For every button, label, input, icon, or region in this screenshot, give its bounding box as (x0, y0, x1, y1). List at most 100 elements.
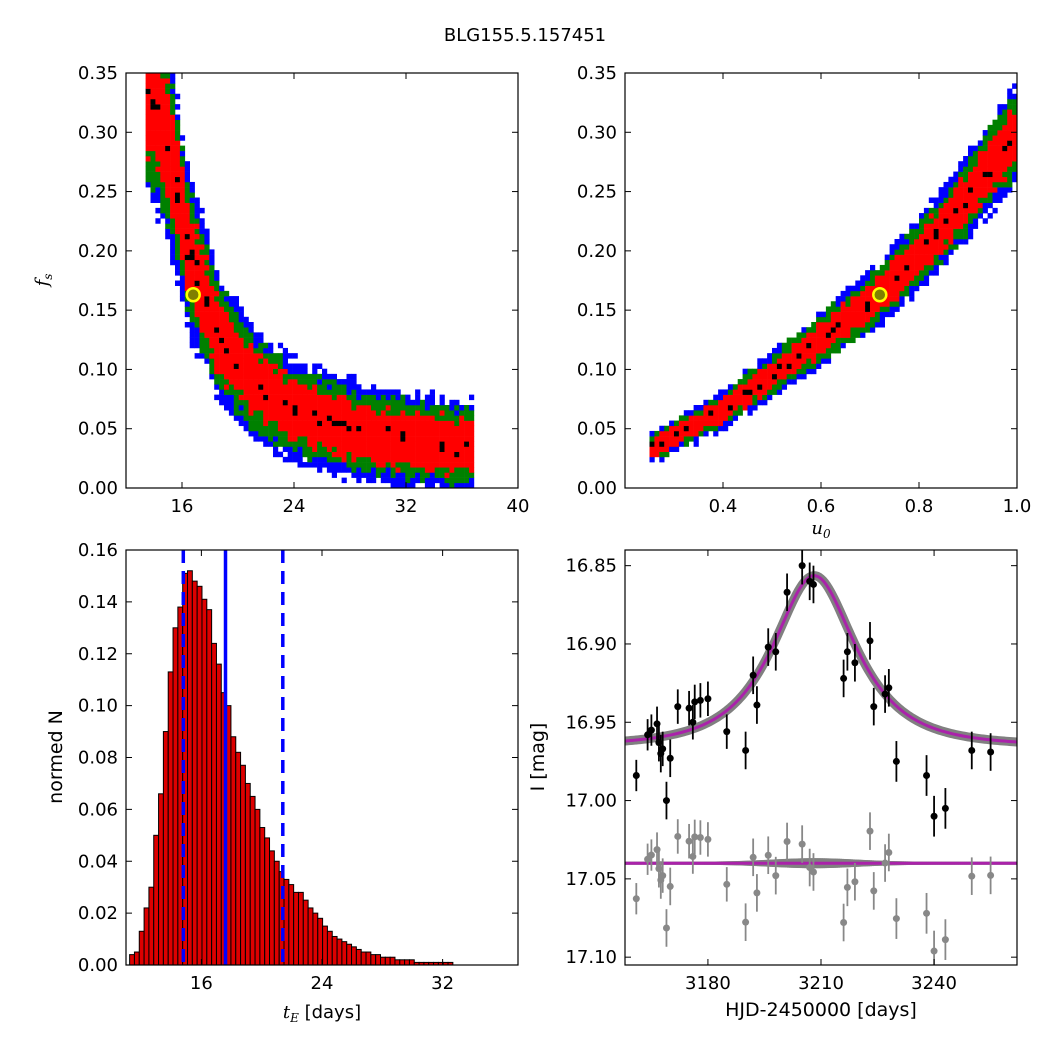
density-cell (150, 145, 156, 152)
density-cell (165, 228, 171, 235)
density-cell (375, 467, 382, 473)
density-cell (830, 306, 836, 312)
density-cell (199, 228, 205, 235)
density-cell (1012, 145, 1018, 152)
density-cell (346, 451, 352, 458)
density-cell (292, 399, 298, 406)
density-cell (938, 233, 944, 240)
density-cell (160, 145, 166, 152)
density-cell (459, 441, 465, 447)
density-cell (258, 368, 264, 375)
density-cell (992, 176, 998, 183)
density-cell (420, 410, 426, 416)
density-cell (282, 430, 288, 437)
density-cell (855, 311, 861, 318)
density-cell (390, 405, 396, 411)
density-cell (331, 446, 337, 452)
density-cell (317, 363, 323, 369)
density-cell (904, 280, 910, 286)
density-cell (204, 244, 210, 250)
residual-point (840, 919, 848, 927)
density-cell (879, 264, 885, 271)
density-cell (390, 477, 396, 484)
density-cell (194, 218, 200, 224)
density-cell (968, 192, 974, 198)
density-cell (968, 187, 974, 193)
density-cell (786, 337, 792, 344)
density-cell (165, 104, 171, 110)
density-cell (214, 379, 220, 385)
density-cell (297, 456, 303, 463)
x-tick-label: 16 (171, 496, 194, 517)
density-cell (189, 311, 195, 318)
density-cell (884, 301, 890, 307)
density-cell (248, 410, 254, 416)
density-cell (772, 353, 778, 359)
density-cell (199, 223, 205, 229)
density-cell (341, 477, 347, 484)
density-cell (909, 244, 915, 250)
density-cell (322, 368, 328, 375)
density-cell (390, 394, 396, 401)
density-cell (390, 462, 396, 468)
density-cell (718, 394, 724, 401)
density-cell (326, 373, 333, 380)
density-cell (449, 482, 455, 489)
density-cell (199, 327, 205, 333)
density-cell (336, 405, 342, 411)
density-cell (977, 181, 983, 188)
density-cell (233, 373, 239, 380)
density-cell (371, 430, 377, 437)
density-cell (449, 410, 455, 416)
density-cell (923, 239, 930, 245)
density-cell (992, 130, 998, 136)
density-cell (737, 410, 743, 416)
density-cell (175, 228, 181, 235)
density-cell (801, 332, 807, 338)
density-cell (170, 166, 176, 172)
density-cell (243, 415, 249, 421)
density-cell (405, 394, 411, 401)
density-cell (796, 332, 802, 338)
density-cell (855, 301, 861, 307)
density-cell (796, 342, 802, 349)
density-cell (336, 430, 342, 437)
density-cell (243, 394, 249, 401)
density-cell (170, 156, 176, 162)
density-cell (253, 436, 259, 442)
density-cell (982, 140, 988, 146)
density-cell (322, 405, 328, 411)
density-cell (366, 446, 372, 452)
density-cell (410, 430, 416, 437)
density-cell (982, 192, 988, 198)
density-cell (806, 327, 812, 333)
density-cell (224, 389, 230, 395)
y-tick-label: 0.00 (577, 478, 617, 499)
density-cell (346, 436, 352, 442)
density-cell (356, 462, 362, 468)
density-cell (747, 368, 753, 375)
density-cell (277, 379, 284, 385)
density-cell (224, 296, 230, 302)
density-cell (175, 192, 181, 198)
density-cell (968, 213, 974, 219)
density-cell (1012, 114, 1018, 120)
density-cell (874, 311, 881, 318)
density-cell (987, 197, 993, 203)
density-cell (204, 259, 210, 266)
density-cell (219, 347, 225, 354)
density-cell (889, 275, 895, 281)
y-tick-label: 0.02 (78, 903, 118, 924)
density-cell (326, 436, 333, 442)
density-cell (287, 425, 293, 432)
density-cell (155, 119, 161, 126)
density-cell (243, 322, 249, 328)
density-cell (263, 347, 269, 354)
density-cell (258, 384, 264, 390)
density-cell (708, 410, 714, 416)
density-cell (268, 425, 274, 432)
density-cell (791, 347, 797, 354)
density-cell (346, 420, 352, 427)
density-cell (317, 446, 323, 452)
density-cell (238, 347, 244, 354)
